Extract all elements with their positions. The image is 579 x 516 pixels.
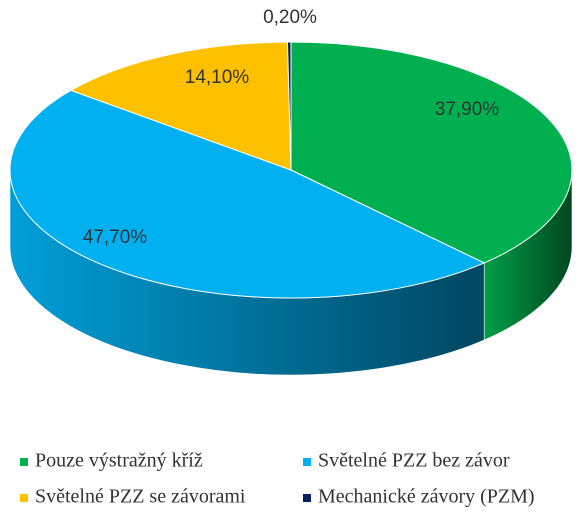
slice — [286, 41, 292, 171]
data-label: 0,20% — [263, 7, 317, 28]
legend-swatch — [303, 494, 311, 502]
slice — [290, 41, 573, 264]
slice — [69, 41, 292, 171]
slice — [9, 89, 486, 299]
data-label: 14,10% — [185, 67, 250, 88]
legend-swatch — [20, 494, 28, 502]
legend-label: Světelné PZZ bez závor — [318, 450, 510, 472]
legend-label: Mechanické závory (PZM) — [318, 486, 535, 508]
legend-label: Pouze výstražný kříž — [35, 450, 203, 472]
data-label: 47,70% — [83, 227, 148, 248]
legend-swatch — [303, 458, 311, 466]
legend-swatch — [20, 458, 28, 466]
legend-label: Světelné PZZ se závorami — [35, 486, 246, 508]
data-label: 37,90% — [435, 99, 500, 120]
